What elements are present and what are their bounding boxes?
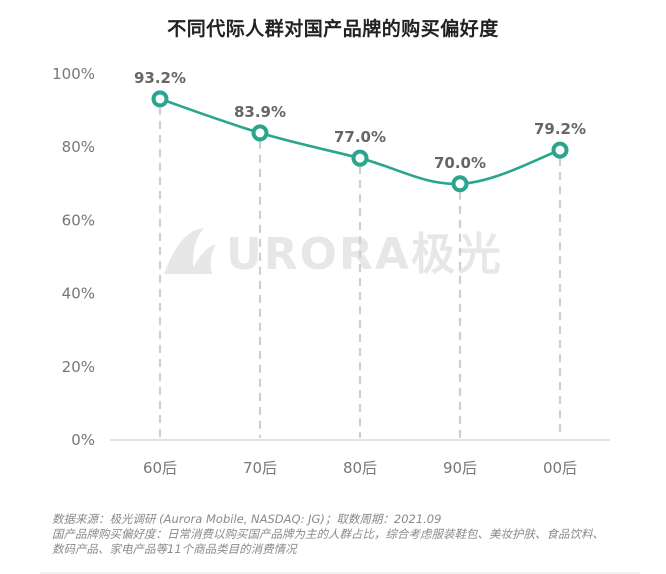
y-tick-label: 20% [62, 358, 95, 376]
source-line-3: 数码产品、家电产品等11个商品类目的消费情况 [52, 542, 297, 556]
data-point [551, 141, 569, 159]
line-chart: 0% 20% 40% 60% 80% 100% 60后 70后 80后 90后 00后 93.2%… [52, 65, 610, 477]
chart-title: 不同代际人群对国产品牌的购买偏好度 [167, 18, 499, 40]
watermark-text: URORA极光 [226, 229, 503, 280]
data-point [351, 149, 369, 167]
data-label: 70.0% [434, 154, 486, 172]
source-line-1: 数据来源：极光调研 (Aurora Mobile, NASDAQ: JG)；取数… [52, 512, 442, 526]
x-tick-label: 90后 [443, 459, 477, 477]
data-label: 83.9% [234, 103, 286, 121]
data-point [251, 124, 269, 142]
y-tick-label: 40% [62, 285, 95, 303]
source-note: 数据来源：极光调研 (Aurora Mobile, NASDAQ: JG)；取数… [52, 512, 652, 557]
watermark: URORA极光 [160, 218, 503, 282]
y-tick-label: 0% [71, 431, 95, 449]
y-tick-label: 60% [62, 211, 95, 229]
grid-lines [158, 106, 562, 438]
aurora-logo-icon [164, 228, 216, 274]
x-axis: 60后 70后 80后 90后 00后 [110, 439, 610, 477]
x-tick-label: 80后 [343, 459, 377, 477]
data-label: 79.2% [534, 120, 586, 138]
y-axis: 0% 20% 40% 60% 80% 100% [52, 65, 95, 449]
data-points [151, 90, 569, 193]
x-tick-label: 00后 [543, 459, 577, 477]
source-line-2: 国产品牌购买偏好度：日常消费以购买国产品牌为主的人群占比，综合考虑服装鞋包、美妆… [52, 527, 604, 541]
x-tick-label: 60后 [143, 459, 177, 477]
data-labels: 93.2% 83.9% 77.0% 70.0% 79.2% [134, 69, 586, 172]
data-point [151, 90, 169, 108]
data-label: 77.0% [334, 128, 386, 146]
bottom-divider [40, 572, 640, 574]
data-label: 93.2% [134, 69, 186, 87]
x-tick-label: 70后 [243, 459, 277, 477]
y-tick-label: 100% [52, 65, 95, 83]
y-tick-label: 80% [62, 138, 95, 156]
data-point [451, 175, 469, 193]
